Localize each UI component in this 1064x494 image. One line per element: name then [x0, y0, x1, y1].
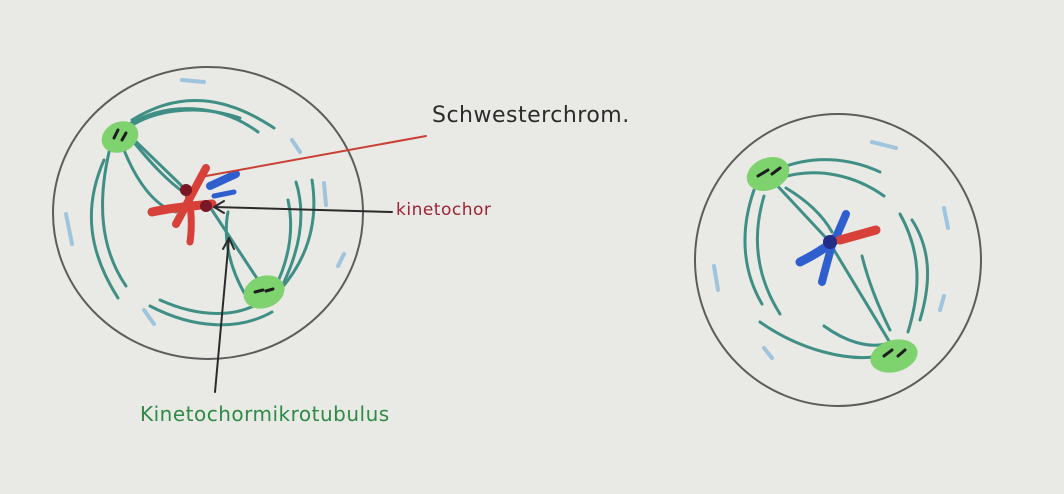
left-cell-membrane-dashes — [64, 78, 346, 326]
left-chromosome — [147, 164, 240, 246]
arrow-icon — [213, 200, 225, 214]
sister-chromatid-pointer-line — [205, 135, 427, 177]
right-cell — [694, 113, 982, 407]
label-kinetochore: kinetochor — [396, 200, 492, 220]
label-kinetochore-microtubule: Kinetochormikrotubulus — [140, 402, 390, 426]
right-kinetochore-dot — [823, 235, 837, 249]
left-centrosome-bottom — [243, 275, 285, 309]
left-centrosome-top — [101, 121, 139, 153]
left-cell — [52, 66, 364, 360]
label-sister-chromatids: Schwesterchrom. — [432, 103, 630, 128]
right-centrosome-bottom — [870, 339, 918, 373]
right-spindle-axis — [770, 178, 894, 348]
left-kinetochore-dot-lower — [200, 200, 212, 212]
arrow-icon — [222, 237, 235, 250]
right-astral-microtubules — [743, 158, 929, 360]
microtubule-arrow — [214, 237, 235, 393]
left-kinetochore-dot-upper — [180, 184, 192, 196]
right-cell-membrane-dashes — [712, 140, 950, 360]
right-centrosome-top — [746, 157, 790, 191]
right-cell-membrane — [694, 113, 982, 407]
kinetochore-arrow — [213, 200, 393, 214]
left-cell-membrane — [52, 66, 364, 360]
